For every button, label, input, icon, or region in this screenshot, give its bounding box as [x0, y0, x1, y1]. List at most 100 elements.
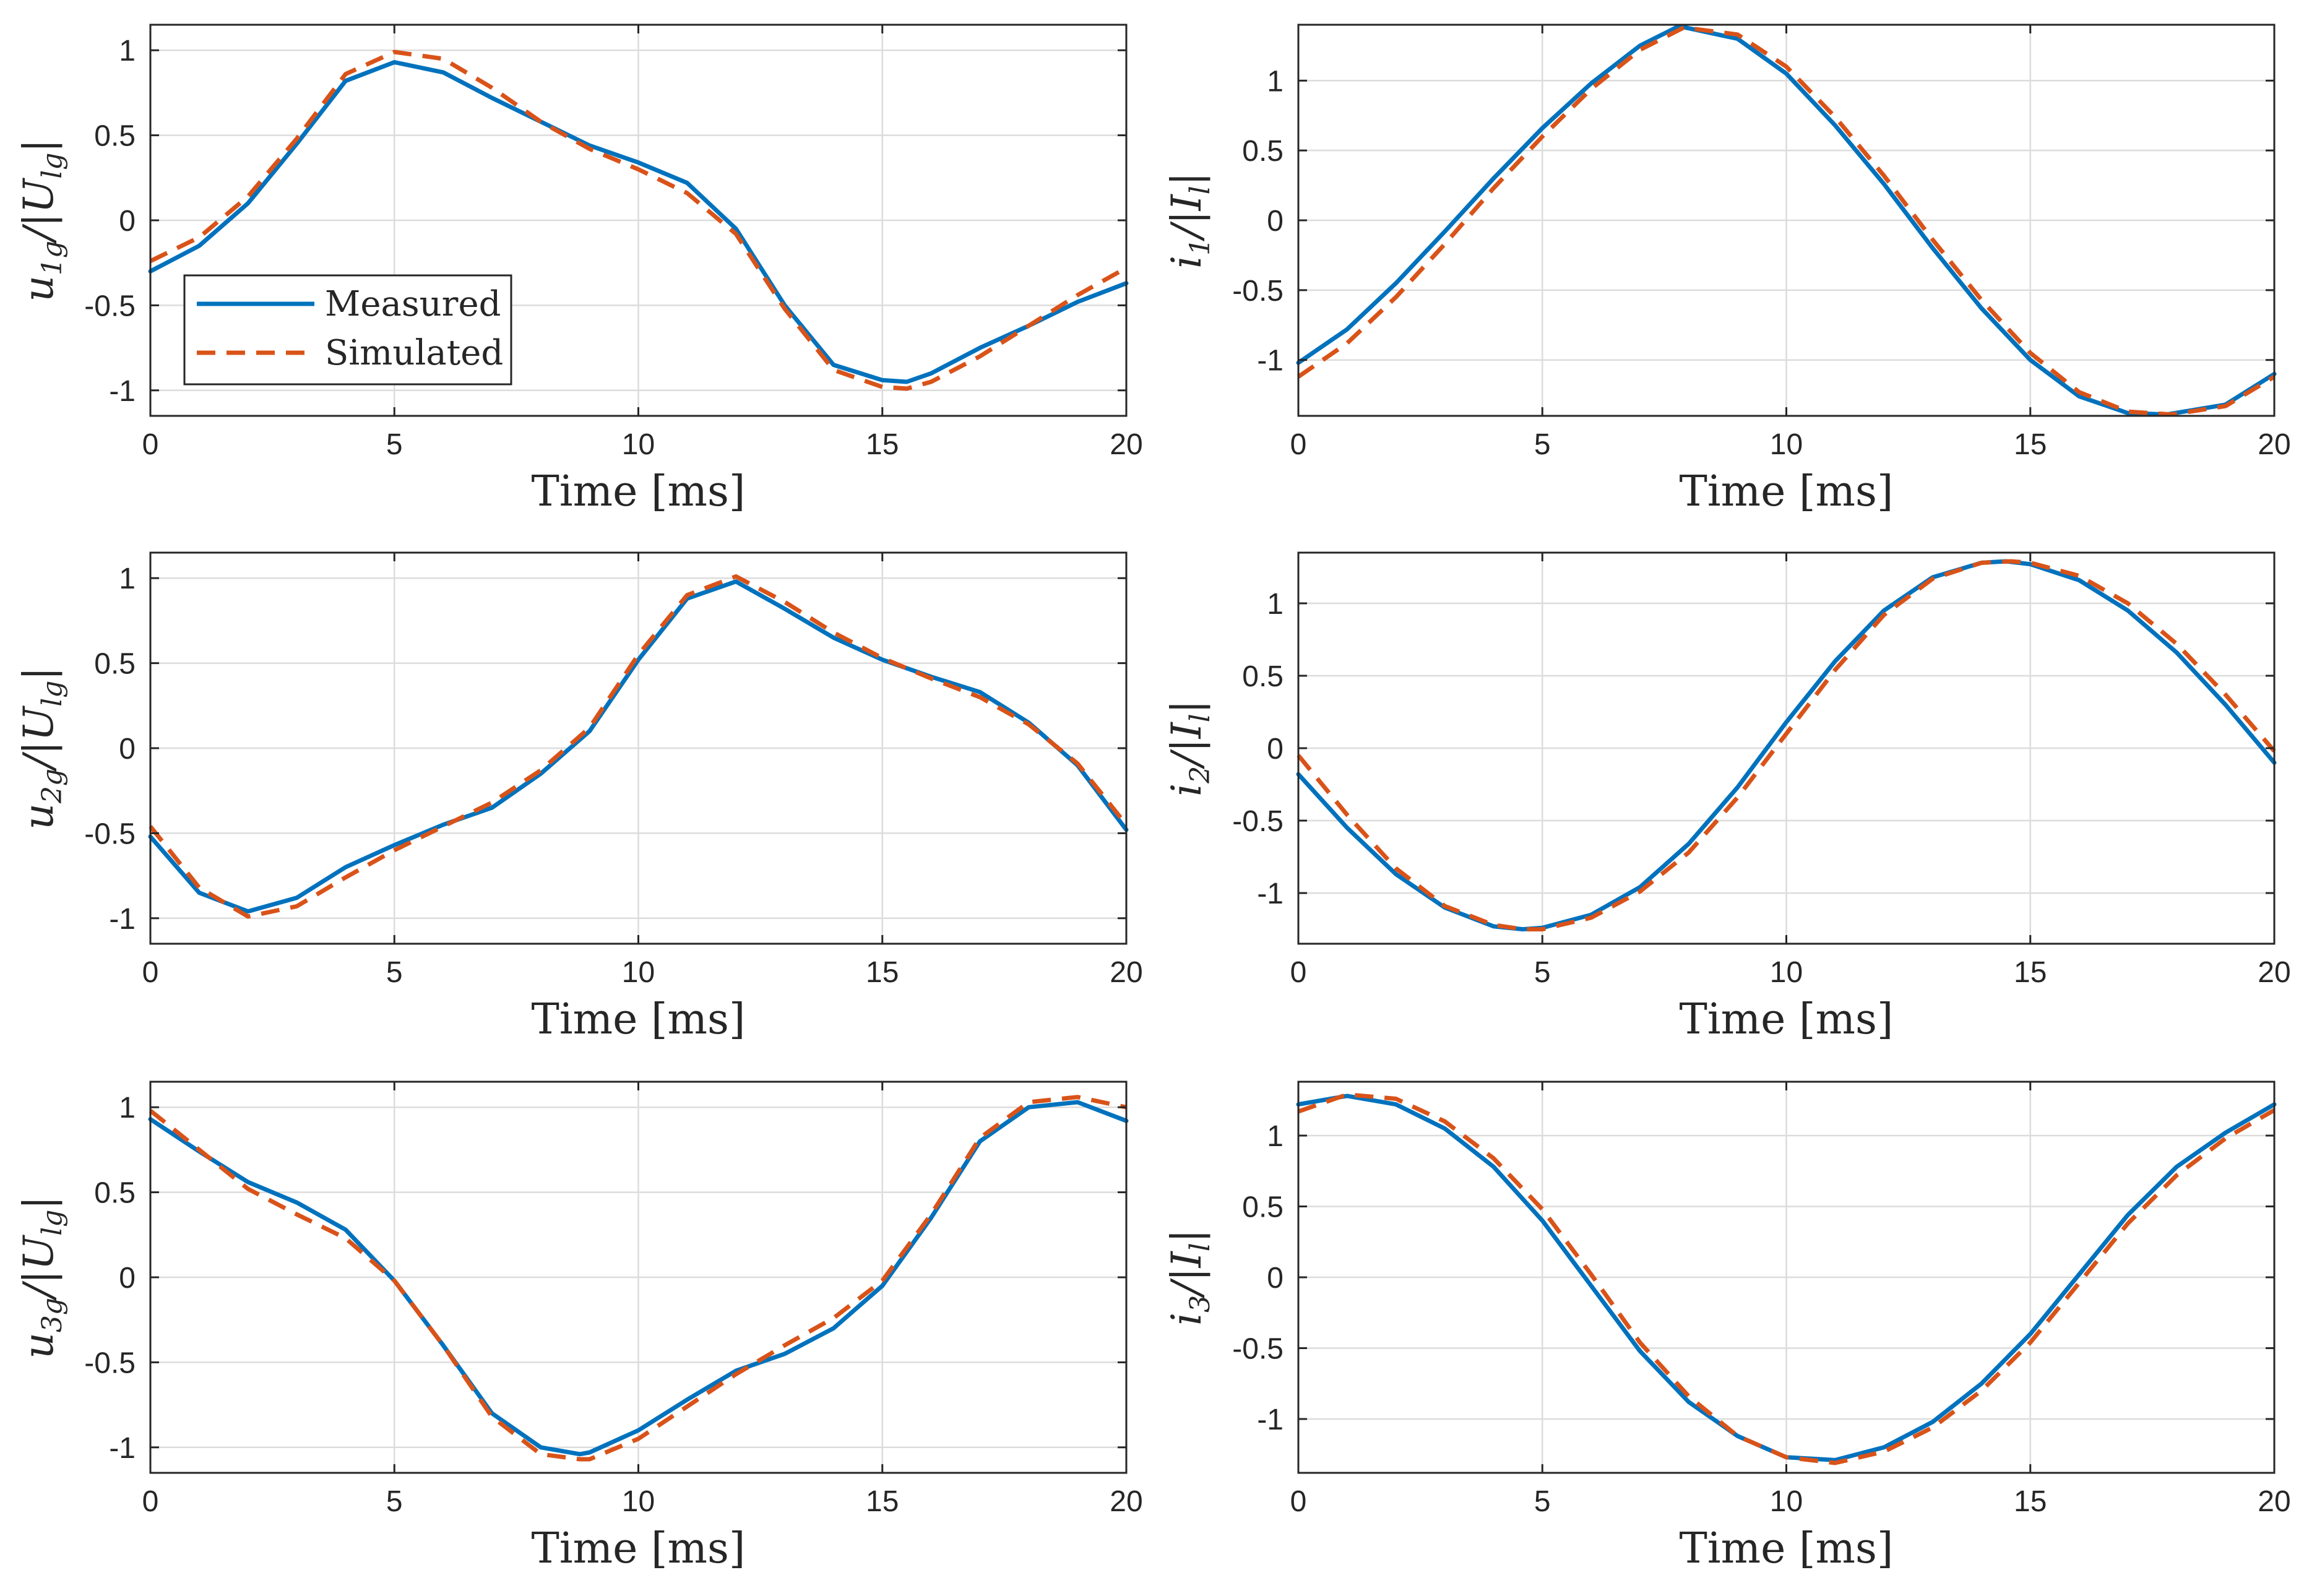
- y-axis-label-sub: 1: [1184, 238, 1216, 256]
- legend: Measured Simulated: [183, 274, 512, 386]
- y-axis-label-end: |: [1163, 172, 1210, 186]
- y-tick-label: 0: [119, 733, 136, 766]
- x-tick-label: 20: [1110, 956, 1142, 989]
- y-axis-label: u1g/|Ulg|: [15, 139, 68, 301]
- legend-box: [183, 274, 512, 386]
- x-tick-label: 0: [1290, 428, 1307, 461]
- y-axis-label-main: i: [1163, 783, 1210, 796]
- y-tick-label: 1: [1267, 1120, 1284, 1153]
- y-tick-label: -1: [109, 1432, 136, 1465]
- series-simulated-u3g: [149, 1095, 1127, 1462]
- y-axis-label-sub: 3g: [37, 1298, 68, 1332]
- panel-u1g: 0 5 10 15 20 -1 -0.5 0 0.5 1 Time [ms] u1g/|Ulg|: [15, 24, 1143, 516]
- y-axis-label-mid: /|U: [15, 705, 63, 772]
- grid-i1: [1297, 25, 2276, 416]
- series-simulated-i3: [1297, 1092, 2276, 1465]
- y-tick-label: -1: [109, 903, 136, 936]
- y-tick-label: 1: [119, 1092, 136, 1124]
- x-tick-label: 10: [622, 428, 655, 461]
- y-tick-label: 0: [1267, 205, 1284, 238]
- y-axis-label-end: |: [1163, 700, 1210, 714]
- x-tick-label: 20: [2258, 1485, 2290, 1518]
- x-tick-label: 15: [866, 428, 899, 461]
- y-tick-label: 0: [1267, 733, 1284, 766]
- y-tick-label: -0.5: [1232, 805, 1284, 838]
- x-tick-label: 15: [2014, 428, 2047, 461]
- y-tick-label: -0.5: [1232, 1332, 1284, 1365]
- panel-u2g: 0 5 10 15 20 -1 -0.5 0 0.5 1 Time [ms] u2g/|Ulg|: [15, 551, 1143, 1044]
- y-axis-label-end: |: [15, 139, 63, 152]
- panel-i2: 0 5 10 15 20 -1 -0.5 0 0.5 1 Time [ms] i2/|Il|: [1163, 551, 2291, 1044]
- y-axis-label-main: u: [15, 803, 63, 830]
- x-axis-label: Time [ms]: [532, 467, 746, 516]
- y-tick-label: 1: [119, 35, 136, 67]
- x-tick-label: 10: [1770, 1485, 1803, 1518]
- x-tick-label: 5: [386, 1485, 403, 1518]
- y-tick-label: -1: [109, 375, 136, 408]
- y-axis-label-mid: /|U: [15, 1234, 63, 1301]
- y-tick-label: 1: [119, 563, 136, 595]
- y-tick-label: 0.5: [1242, 660, 1284, 693]
- series-simulated-i2: [1297, 559, 2276, 932]
- y-axis-label: u3g/|Ulg|: [15, 1196, 68, 1358]
- x-tick-label: 5: [1534, 1485, 1551, 1518]
- x-tick-label: 15: [2014, 956, 2047, 989]
- x-tick-label: 5: [1534, 956, 1551, 989]
- y-axis-label-sub2: lg: [37, 681, 68, 707]
- x-tick-label: 20: [2258, 956, 2290, 989]
- x-tick-label: 5: [386, 956, 403, 989]
- series-measured-i1: [1296, 24, 2277, 417]
- y-axis-label-main: u: [15, 1332, 63, 1359]
- y-axis-label-mid: /|I: [1163, 721, 1210, 769]
- x-tick-label: 0: [1290, 1485, 1307, 1518]
- y-axis-label-sub: 2g: [37, 769, 68, 804]
- y-axis-label-sub: 2: [1184, 766, 1216, 784]
- x-tick-label: 0: [142, 428, 159, 461]
- y-axis-label-main: i: [1163, 256, 1210, 269]
- y-axis-label: i3/|Il|: [1163, 1229, 1216, 1326]
- x-tick-label: 20: [1110, 1485, 1142, 1518]
- legend-simulated-label: Simulated: [325, 333, 503, 373]
- x-axis-label: Time [ms]: [532, 995, 746, 1044]
- y-axis-label-end: |: [15, 1196, 63, 1209]
- x-tick-label: 10: [622, 956, 655, 989]
- y-tick-label: 0: [119, 1262, 136, 1295]
- y-axis-label-end: |: [15, 666, 63, 680]
- y-tick-label: -0.5: [1232, 275, 1284, 308]
- y-tick-label: -1: [1257, 1404, 1284, 1436]
- x-tick-label: 10: [622, 1485, 655, 1518]
- y-axis-label: i1/|Il|: [1163, 172, 1216, 269]
- x-tick-label: 15: [866, 956, 899, 989]
- y-tick-label: 1: [1267, 588, 1284, 621]
- y-axis-label-mid: /|I: [1163, 193, 1210, 241]
- y-axis-label-end: |: [1163, 1229, 1210, 1243]
- series-simulated-i1: [1297, 25, 2276, 417]
- series-measured-u1g: [148, 60, 1129, 384]
- y-tick-label: -0.5: [84, 290, 136, 322]
- y-tick-label: -1: [1257, 878, 1284, 910]
- y-tick-label: -0.5: [84, 817, 136, 850]
- y-axis-label-main: u: [15, 275, 63, 302]
- y-axis-label-sub: 3: [1184, 1295, 1216, 1313]
- panel-u3g: 0 5 10 15 20 -1 -0.5 0 0.5 1 Time [ms] u3g/|Ulg|: [15, 1081, 1143, 1573]
- x-tick-label: 10: [1770, 428, 1803, 461]
- y-tick-label: -0.5: [84, 1347, 136, 1379]
- legend-measured-label: Measured: [325, 284, 501, 324]
- y-tick-label: 1: [1267, 65, 1284, 98]
- y-axis-label-sub2: l: [1184, 1243, 1216, 1251]
- y-tick-label: 0.5: [94, 120, 136, 153]
- y-axis-label-mid: /|I: [1163, 1250, 1210, 1298]
- series-measured-u2g: [148, 579, 1129, 914]
- y-tick-label: 0.5: [94, 648, 136, 681]
- x-axis-label: Time [ms]: [1680, 995, 1894, 1044]
- y-tick-label: -1: [1257, 345, 1284, 377]
- x-tick-label: 5: [386, 428, 403, 461]
- y-tick-label: 0.5: [1242, 135, 1284, 168]
- y-axis-label-sub2: l: [1184, 714, 1216, 722]
- y-axis-label: i2/|Il|: [1163, 700, 1216, 796]
- x-axis-label: Time [ms]: [1680, 1524, 1894, 1573]
- series-simulated-u1g: [149, 50, 1128, 391]
- y-axis-label-main: i: [1163, 1313, 1210, 1326]
